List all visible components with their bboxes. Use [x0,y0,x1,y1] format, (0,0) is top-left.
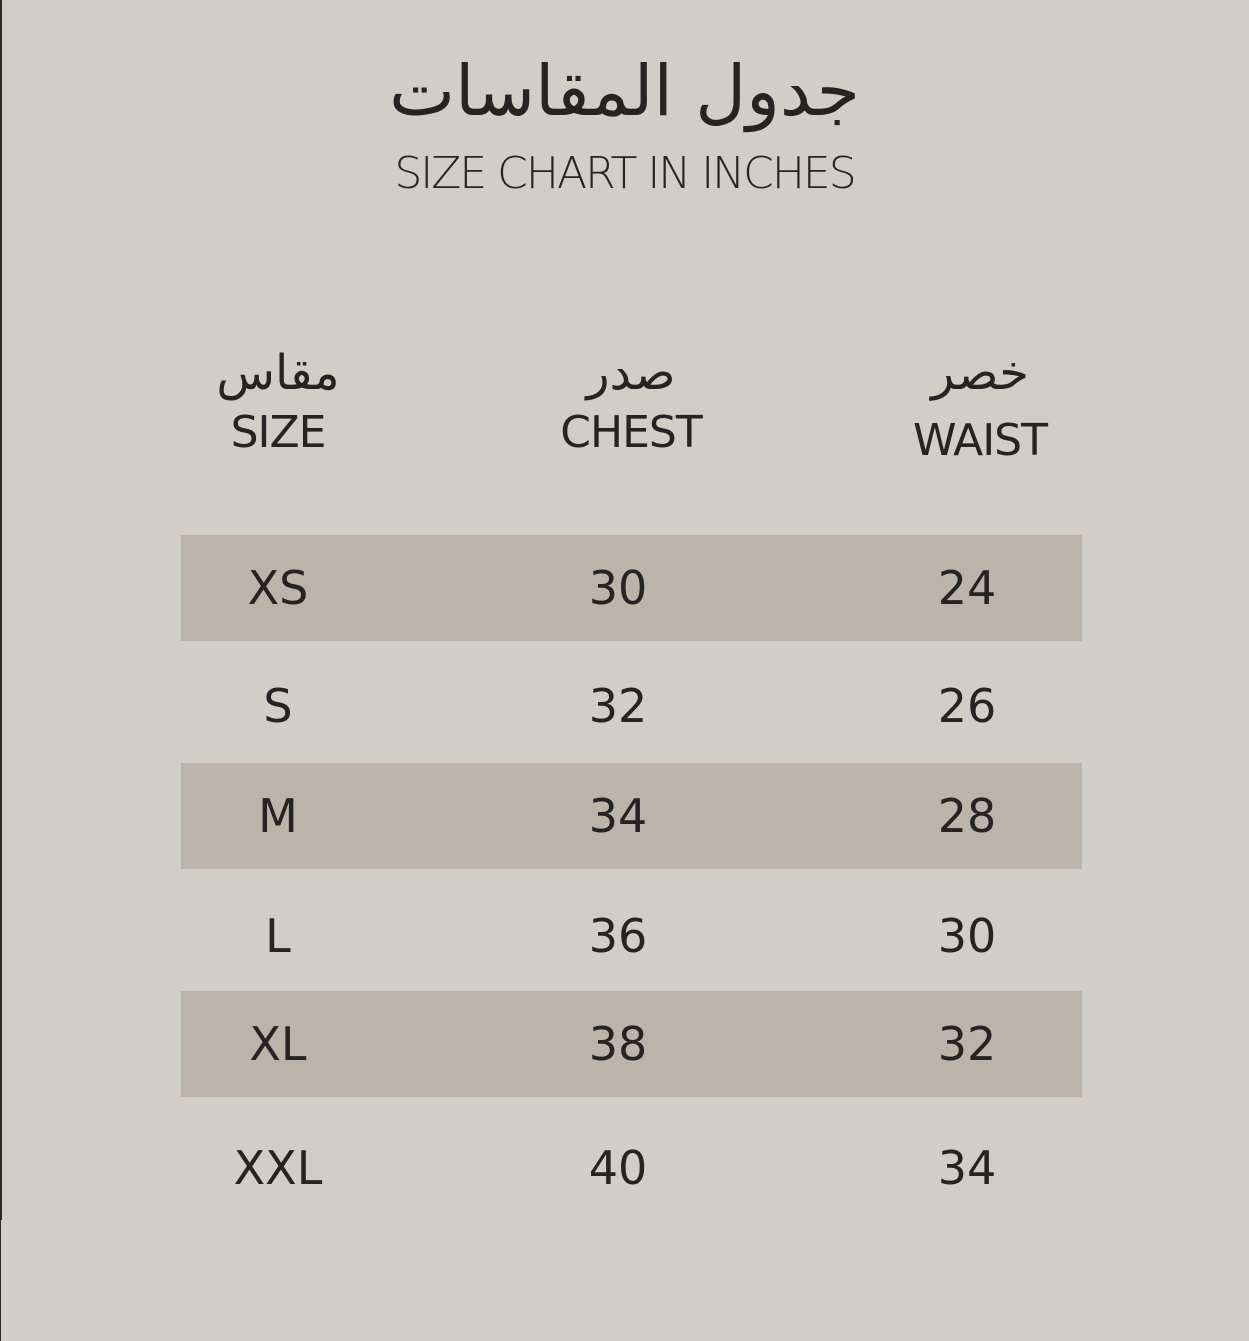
table-row: XL 38 32 [181,991,1082,1097]
title-english: SIZE CHART IN INCHES [394,148,856,199]
chest-cell: 32 [588,679,648,733]
chest-cell: 30 [588,561,648,615]
header-chest: صدر CHEST [481,345,781,458]
waist-cell: 32 [937,1017,997,1071]
table-row: M 34 28 [181,763,1082,869]
table-row: XXL 40 34 [181,1115,1082,1221]
title-arabic: جدول المقاسات [389,50,860,132]
header-size-en: SIZE [230,407,327,458]
left-border [0,0,2,1220]
header-chest-en: CHEST [560,407,702,458]
size-cell: L [265,909,291,963]
chest-cell: 34 [588,789,648,843]
table-row: S 32 26 [181,653,1082,759]
waist-cell: 26 [937,679,997,733]
chest-cell: 40 [588,1141,648,1195]
header-chest-ar: صدر [586,345,676,401]
waist-cell: 28 [937,789,997,843]
waist-cell: 30 [937,909,997,963]
header-waist-ar: خصر [931,345,1029,401]
left-border [0,1220,1,1341]
size-cell: S [263,679,293,733]
size-cell: XL [249,1017,307,1071]
header-waist-en: WAIST [913,415,1048,466]
table-row: XS 30 24 [181,535,1082,641]
chest-cell: 38 [588,1017,648,1071]
waist-cell: 24 [937,561,997,615]
waist-cell: 34 [937,1141,997,1195]
size-cell: XXL [233,1141,323,1195]
header-waist: خصر WAIST [830,345,1130,466]
header-size: مقاس SIZE [128,345,428,458]
header-size-ar: مقاس [216,345,340,401]
size-cell: M [258,789,298,843]
size-cell: XS [247,561,309,615]
chest-cell: 36 [588,909,648,963]
table-row: L 36 30 [181,883,1082,989]
